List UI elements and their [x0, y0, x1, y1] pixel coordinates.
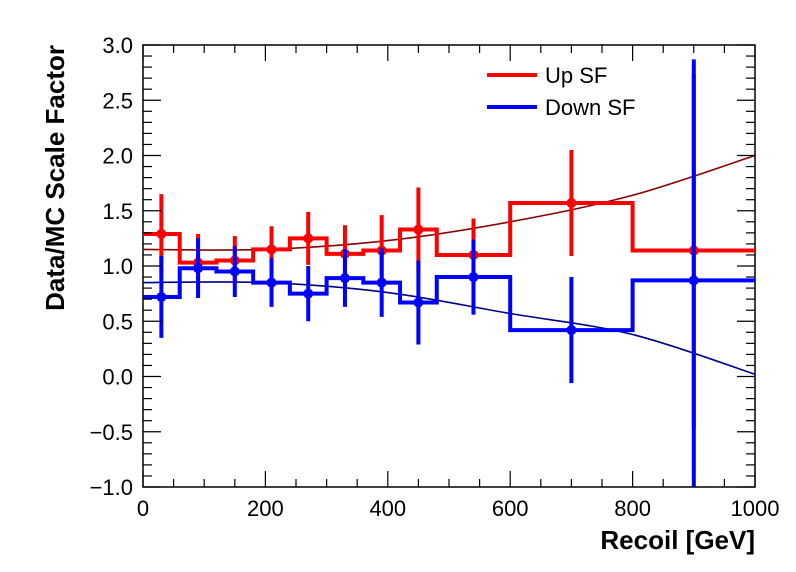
x-tick-label: 0	[137, 496, 149, 521]
x-axis-title: Recoil [GeV]	[600, 525, 755, 555]
data-point	[413, 224, 424, 235]
legend-label: Down SF	[545, 95, 635, 120]
series-1	[143, 59, 755, 487]
y-tick-label: −0.5	[90, 420, 133, 445]
data-point	[156, 228, 167, 239]
y-tick-label: 2.5	[102, 88, 133, 113]
legend: Up SF Down SF	[487, 63, 635, 120]
x-tick-label: 800	[614, 496, 651, 521]
data-series	[143, 59, 755, 487]
data-point	[303, 288, 314, 299]
data-point	[413, 297, 424, 308]
y-tick-label: 1.5	[102, 199, 133, 224]
fit-curves	[142, 154, 756, 376]
data-point	[468, 272, 479, 283]
data-point	[376, 277, 387, 288]
data-point	[339, 273, 350, 284]
data-point	[303, 233, 314, 244]
data-point	[266, 244, 277, 255]
data-point	[229, 266, 240, 277]
data-point	[688, 275, 699, 286]
axis-ticks	[142, 44, 756, 488]
y-tick-label: 0.0	[102, 365, 133, 390]
data-point	[156, 291, 167, 302]
y-axis-title: Data/MC Scale Factor	[40, 45, 70, 311]
x-tick-label: 600	[492, 496, 529, 521]
y-tick-label: 3.0	[102, 33, 133, 58]
data-point	[266, 277, 277, 288]
y-tick-label: −1.0	[90, 475, 133, 500]
data-point	[193, 263, 204, 274]
x-tick-label: 200	[247, 496, 284, 521]
fit-curve-0	[142, 154, 756, 251]
legend-label: Up SF	[545, 63, 607, 88]
y-tick-label: 0.5	[102, 309, 133, 334]
data-point	[566, 325, 577, 336]
fit-curve-1	[142, 281, 756, 376]
axis-tick-labels: 0 200 400 600 800 1000 −1.0 −0.5 0.0 0.5 1.0 1.5 2.0…	[90, 33, 780, 521]
x-tick-label: 400	[369, 496, 406, 521]
x-tick-label: 1000	[731, 496, 780, 521]
y-tick-label: 1.0	[102, 254, 133, 279]
y-tick-label: 2.0	[102, 144, 133, 169]
data-point	[566, 198, 577, 209]
